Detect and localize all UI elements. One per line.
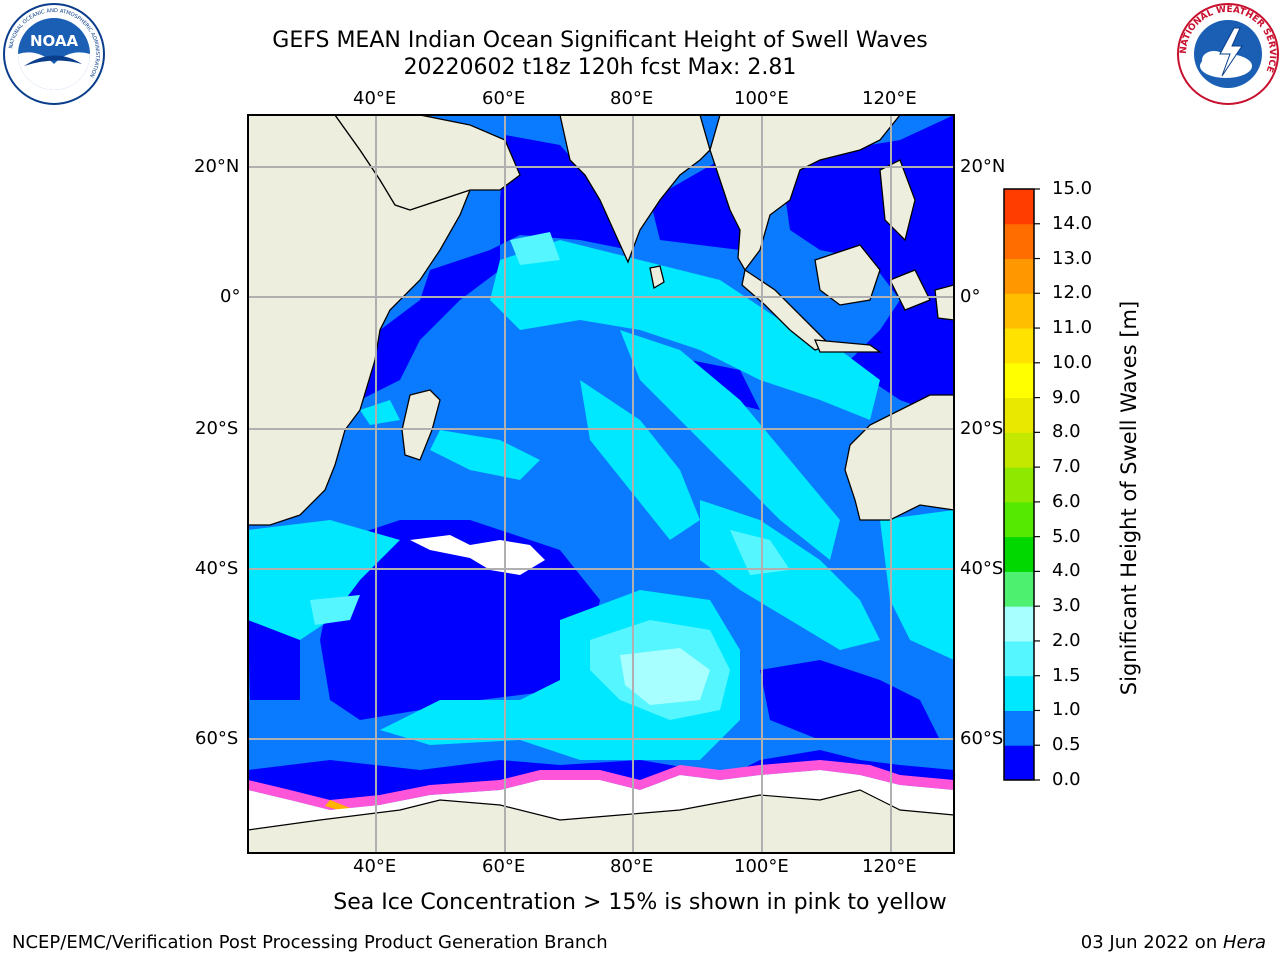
- colorbar-segment: [1004, 397, 1034, 433]
- map-subtitle: 20220602 t18z 120h fcst Max: 2.81: [403, 55, 797, 80]
- colorbar-tick-label: 8.0: [1052, 421, 1081, 443]
- lon-label-top-60e: 60°E: [482, 88, 526, 109]
- colorbar-tick-label: 12.0: [1052, 282, 1093, 304]
- colorbar-segment: [1004, 293, 1034, 329]
- colorbar-tick-label: 4.0: [1052, 560, 1081, 582]
- colorbar-segment: [1004, 328, 1034, 364]
- colorbar-tick-label: 11.0: [1052, 317, 1093, 339]
- colorbar-tick-label: 10.0: [1052, 351, 1093, 373]
- lat-label-right-0: 0°: [960, 286, 981, 307]
- colorbar-tick-label: 15.0: [1052, 178, 1093, 199]
- colorbar-segment: [1004, 710, 1034, 746]
- lat-label-left-60s: 60°S: [195, 728, 239, 749]
- lat-label-right-40s: 40°S: [960, 558, 1004, 579]
- colorbar-segment: [1004, 223, 1034, 260]
- java: [813, 339, 883, 353]
- lon-label-bottom-60e: 60°E: [482, 856, 526, 877]
- footer-branch: NCEP/EMC/Verification Post Processing Pr…: [12, 932, 608, 953]
- lon-label-bottom-40e: 40°E: [353, 856, 397, 877]
- lon-label-top-80e: 80°E: [610, 88, 654, 109]
- colorbar-tick-label: 0.5: [1052, 734, 1081, 756]
- colorbar-tick-label: 0.0: [1052, 769, 1081, 790]
- philippines: [879, 159, 916, 242]
- colorbar-tick-label: 1.0: [1052, 699, 1081, 721]
- map-title: GEFS MEAN Indian Ocean Significant Heigh…: [272, 28, 928, 53]
- colorbar-tick-label: 5.0: [1052, 525, 1081, 547]
- sea-ice-note: Sea Ice Concentration > 15% is shown in …: [333, 890, 947, 915]
- footer-machine: Hera: [1222, 932, 1266, 953]
- lon-label-bottom-120e: 120°E: [862, 856, 917, 877]
- sea-ice-edge-high: [248, 760, 954, 810]
- lon-label-top-120e: 120°E: [862, 88, 917, 109]
- colorbar-frame: [1003, 188, 1035, 781]
- colorbar-segment: [1004, 571, 1034, 607]
- colorbar-segment: [1004, 362, 1034, 399]
- swell-2-3m-region: [620, 648, 710, 705]
- colorbar-tick-label: 6.0: [1052, 490, 1081, 512]
- colorbar-segment: [1004, 745, 1034, 781]
- colorbar-segment: [1004, 675, 1034, 711]
- sulawesi: [889, 269, 931, 311]
- lat-label-left-20n: 20°N: [194, 156, 240, 177]
- colorbar-tick-label: 2.0: [1052, 629, 1081, 651]
- lat-label-left-40s: 40°S: [195, 558, 239, 579]
- nws-logo: NATIONAL WEATHER SERVICE: [1177, 3, 1279, 105]
- borneo: [814, 244, 881, 306]
- colorbar-segment: [1004, 606, 1034, 642]
- colorbar-segment: [1004, 467, 1034, 503]
- graticule: [248, 115, 954, 853]
- map-frame: [247, 114, 955, 854]
- new-guinea: [934, 284, 954, 321]
- colorbar-label: Significant Height of Swell Waves [m]: [1117, 300, 1141, 696]
- southeast-asia: [709, 115, 901, 272]
- colorbar-tick-label: 14.0: [1052, 212, 1093, 234]
- lon-label-top-100e: 100°E: [734, 88, 789, 109]
- arabia: [334, 115, 521, 211]
- sri-lanka: [649, 265, 665, 290]
- land-masses: [248, 115, 954, 526]
- colorbar-segment: [1004, 189, 1034, 225]
- sumatra: [741, 268, 832, 351]
- lat-label-right-20s: 20°S: [960, 418, 1004, 439]
- colorbar-segment: [1004, 640, 1034, 677]
- lat-label-left-20s: 20°S: [195, 418, 239, 439]
- noaa-logo-text: NOAA: [30, 32, 79, 50]
- colorbar-tick-label: 1.5: [1052, 664, 1081, 686]
- colorbar: [1003, 188, 1040, 781]
- colorbar-segment: [1004, 258, 1034, 294]
- lat-label-right-20n: 20°N: [960, 156, 1006, 177]
- noaa-logo: NOAA NATIONAL OCEANIC AND ATMOSPHERIC AD…: [3, 3, 105, 105]
- lat-label-right-60s: 60°S: [960, 728, 1004, 749]
- colorbar-segment: [1004, 536, 1034, 572]
- lat-label-left-0: 0°: [220, 286, 241, 307]
- colorbar-tick-label: 9.0: [1052, 386, 1081, 408]
- madagascar: [401, 389, 441, 461]
- lon-label-bottom-100e: 100°E: [734, 856, 789, 877]
- antarctica: [248, 789, 954, 853]
- colorbar-tick-label: 3.0: [1052, 595, 1081, 617]
- colorbar-segment: [1004, 432, 1034, 468]
- colorbar-segment: [1004, 501, 1034, 538]
- missing-data-patch: [410, 535, 545, 575]
- lon-label-top-40e: 40°E: [353, 88, 397, 109]
- australia: [844, 394, 954, 521]
- colorbar-tick-label: 7.0: [1052, 456, 1081, 478]
- footer-date-text: 03 Jun 2022 on: [1080, 932, 1223, 953]
- colorbar-tick-label: 13.0: [1052, 247, 1093, 269]
- footer-date: 03 Jun 2022 on Hera: [1081, 932, 1266, 953]
- lon-label-bottom-80e: 80°E: [610, 856, 654, 877]
